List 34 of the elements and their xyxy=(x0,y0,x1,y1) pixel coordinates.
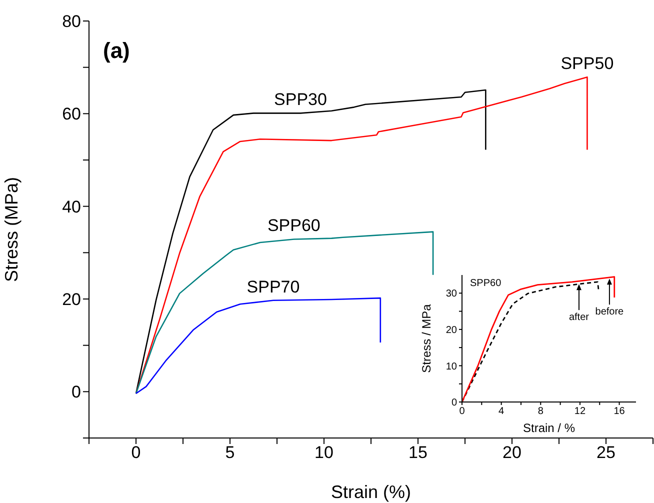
annotation: before xyxy=(595,306,624,318)
y-tick-label: 20 xyxy=(62,290,81,310)
x-tick-label: 8 xyxy=(538,406,544,418)
y-tick-label: 0 xyxy=(451,398,458,409)
text: (a) xyxy=(103,38,130,64)
y-tick-label: 10 xyxy=(446,361,458,372)
y-tick-label: 30 xyxy=(446,288,458,300)
y-tick-label: 0 xyxy=(72,382,81,402)
line-series xyxy=(135,231,434,394)
y-tick-label: 60 xyxy=(62,104,81,124)
x-tick-label: 16 xyxy=(614,406,626,418)
x-axis-title: Strain (%) xyxy=(330,482,412,502)
series-label: SPP70 xyxy=(246,277,300,296)
y-axis-title: Stress / MPa xyxy=(419,304,434,373)
x-tick-label: 5 xyxy=(225,443,235,462)
x-tick-label: 0 xyxy=(131,443,141,462)
y-tick-label: 20 xyxy=(446,324,458,336)
x-tick-label: 0 xyxy=(459,406,466,418)
line-series xyxy=(135,297,382,394)
x-axis-title: Strain / % xyxy=(522,421,576,435)
y-axis-title: Stress (MPa) xyxy=(1,176,22,282)
x-tick-label: 20 xyxy=(502,443,522,462)
x-tick-label: 12 xyxy=(574,406,586,418)
series-label: SPP50 xyxy=(560,54,614,74)
annotation: after xyxy=(568,312,590,324)
y-tick-label: 80 xyxy=(62,12,81,32)
x-tick-label: 15 xyxy=(408,443,428,462)
x-tick-label: 4 xyxy=(498,406,505,418)
series-label: SPP30 xyxy=(274,90,327,110)
x-tick-label: 10 xyxy=(314,443,334,462)
series-label: SPP60 xyxy=(267,216,320,236)
y-tick-label: 40 xyxy=(62,197,81,216)
chart-title: SPP60 xyxy=(470,278,502,289)
x-tick-label: 25 xyxy=(596,443,616,462)
